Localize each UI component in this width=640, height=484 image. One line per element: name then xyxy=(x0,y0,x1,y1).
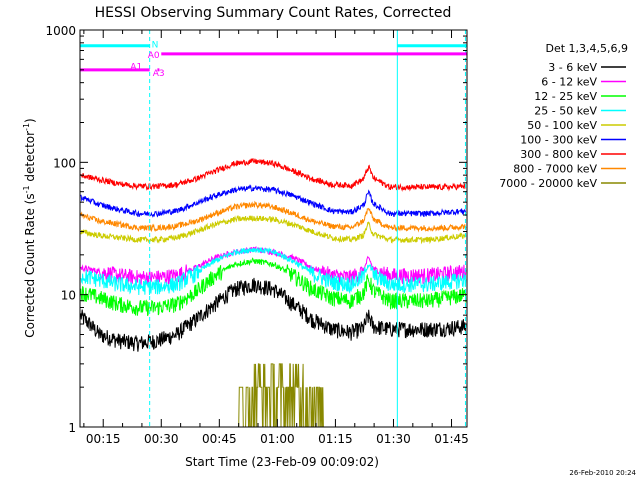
legend-label: 100 - 300 keV xyxy=(520,134,597,147)
legend-title: Det 1,3,4,5,6,9 xyxy=(545,42,628,55)
y-tick-label: 1 xyxy=(68,421,76,435)
series-line xyxy=(80,157,467,192)
flag-label: N xyxy=(152,41,159,51)
x-tick-label: 01:00 xyxy=(260,432,295,446)
legend-label: 7000 - 20000 keV xyxy=(499,177,597,190)
series-line xyxy=(80,184,467,218)
legend-label: 12 - 25 keV xyxy=(534,90,597,103)
y-axis-label-sup2: -1 xyxy=(22,123,31,131)
legend-label: 50 - 100 keV xyxy=(527,119,597,132)
y-tick-label: 100 xyxy=(53,156,76,170)
x-tick-label: 01:30 xyxy=(376,432,411,446)
series-traces xyxy=(80,157,467,428)
overlay-lines: NA0 A1 A3 xyxy=(79,30,467,427)
x-tick-label: 00:30 xyxy=(144,432,179,446)
legend-label: 6 - 12 keV xyxy=(541,76,597,89)
flag-label: A3 xyxy=(153,69,165,79)
series-line xyxy=(80,277,467,352)
y-axis-label-sup: -1 xyxy=(22,185,31,193)
chart-title: HESSI Observing Summary Count Rates, Cor… xyxy=(95,5,452,21)
x-axis-label: Start Time (23-Feb-09 00:09:02) xyxy=(185,455,379,469)
y-tick-label: 1000 xyxy=(45,24,76,38)
x-axis-ticks: 00:15 00:30 00:45 01:00 01:15 01:30 01:45 xyxy=(83,30,469,446)
series-line xyxy=(80,215,467,245)
x-tick-label: 00:45 xyxy=(202,432,237,446)
flag-label: A1 xyxy=(130,62,142,72)
legend-label: 3 - 6 keV xyxy=(548,61,597,74)
y-axis-ticks: 1 10 100 1000 xyxy=(45,24,467,435)
series-line xyxy=(80,247,467,296)
x-tick-label: 01:45 xyxy=(434,432,469,446)
plot-frame xyxy=(79,29,468,428)
timestamp: 26-Feb-2010 20:24 xyxy=(569,469,636,477)
flag-label: A0 xyxy=(148,51,160,61)
y-axis-label: Corrected Count Rate (s-1 detector-1) xyxy=(22,118,37,337)
y-tick-label: 10 xyxy=(61,289,76,303)
legend-label: 25 - 50 keV xyxy=(534,105,597,118)
series-line xyxy=(80,257,467,316)
y-axis-label-main: Corrected Count Rate (s xyxy=(23,193,37,337)
y-axis-label-end: ) xyxy=(23,118,37,123)
svg-text:Corrected Count Rate (s-1 dete: Corrected Count Rate (s-1 detector-1) xyxy=(22,118,37,337)
x-tick-label: 01:15 xyxy=(318,432,353,446)
series-line-7000-20000 xyxy=(80,363,466,428)
x-tick-label: 00:15 xyxy=(86,432,121,446)
legend-label: 300 - 800 keV xyxy=(520,148,597,161)
legend-label: 800 - 7000 keV xyxy=(513,163,597,176)
y-axis-label-mid: detector xyxy=(23,131,37,186)
series-line xyxy=(80,200,467,233)
